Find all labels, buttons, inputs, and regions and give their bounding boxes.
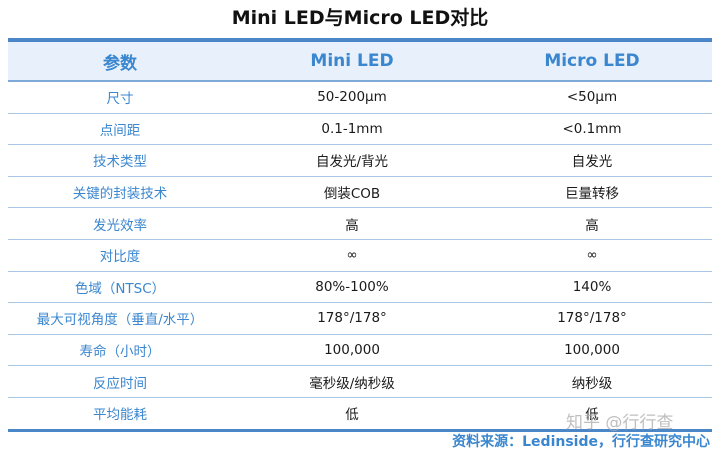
micro-led-cell: 低 bbox=[472, 397, 712, 432]
table-row: 对比度 ∞ ∞ bbox=[8, 239, 712, 272]
table-row: 发光效率 高 高 bbox=[8, 207, 712, 240]
comparison-table: 参数 Mini LED Micro LED 尺寸 50-200μm <50μm … bbox=[8, 38, 712, 432]
table-row: 反应时间 毫秒级/纳秒级 纳秒级 bbox=[8, 365, 712, 398]
micro-led-cell: <0.1mm bbox=[472, 113, 712, 146]
mini-led-cell: 178°/178° bbox=[232, 302, 472, 335]
header-mini-led: Mini LED bbox=[232, 42, 472, 82]
comparison-table-grid: 参数 Mini LED Micro LED 尺寸 50-200μm <50μm … bbox=[8, 42, 712, 432]
mini-led-cell: 高 bbox=[232, 207, 472, 240]
param-cell: 对比度 bbox=[8, 239, 232, 272]
param-cell: 色域（NTSC） bbox=[8, 271, 232, 304]
micro-led-cell: 自发光 bbox=[472, 144, 712, 177]
param-cell: 反应时间 bbox=[8, 365, 232, 398]
mini-led-cell: 0.1-1mm bbox=[232, 113, 472, 146]
mini-led-cell: 毫秒级/纳秒级 bbox=[232, 365, 472, 398]
micro-led-cell: 100,000 bbox=[472, 334, 712, 367]
param-cell: 寿命（小时） bbox=[8, 334, 232, 367]
micro-led-cell: 178°/178° bbox=[472, 302, 712, 335]
header-micro-led: Micro LED bbox=[472, 42, 712, 82]
mini-led-cell: 50-200μm bbox=[232, 81, 472, 114]
param-cell: 最大可视角度（垂直/水平） bbox=[8, 302, 232, 335]
micro-led-cell: 纳秒级 bbox=[472, 365, 712, 398]
mini-led-cell: 100,000 bbox=[232, 334, 472, 367]
source-note: 资料来源：Ledinside，行行查研究中心 bbox=[452, 434, 710, 450]
mini-led-cell: ∞ bbox=[232, 239, 472, 272]
mini-led-cell: 低 bbox=[232, 397, 472, 432]
param-cell: 关键的封装技术 bbox=[8, 176, 232, 209]
param-cell: 平均能耗 bbox=[8, 397, 232, 432]
param-cell: 技术类型 bbox=[8, 144, 232, 177]
table-row: 点间距 0.1-1mm <0.1mm bbox=[8, 113, 712, 146]
param-cell: 发光效率 bbox=[8, 207, 232, 240]
table-row: 色域（NTSC） 80%-100% 140% bbox=[8, 271, 712, 304]
table-row: 关键的封装技术 倒装COB 巨量转移 bbox=[8, 176, 712, 209]
micro-led-cell: <50μm bbox=[472, 81, 712, 114]
header-param: 参数 bbox=[8, 42, 232, 82]
page-title: Mini LED与Micro LED对比 bbox=[231, 7, 489, 29]
micro-led-cell: 巨量转移 bbox=[472, 176, 712, 209]
table-header-row: 参数 Mini LED Micro LED bbox=[8, 42, 712, 82]
mini-led-cell: 倒装COB bbox=[232, 176, 472, 209]
table-row: 寿命（小时） 100,000 100,000 bbox=[8, 334, 712, 367]
mini-led-cell: 80%-100% bbox=[232, 271, 472, 304]
table-row: 技术类型 自发光/背光 自发光 bbox=[8, 144, 712, 177]
micro-led-cell: 140% bbox=[472, 271, 712, 304]
micro-led-cell: 高 bbox=[472, 207, 712, 240]
micro-led-cell: ∞ bbox=[472, 239, 712, 272]
param-cell: 点间距 bbox=[8, 113, 232, 146]
table-row: 尺寸 50-200μm <50μm bbox=[8, 81, 712, 114]
param-cell: 尺寸 bbox=[8, 81, 232, 114]
table-row: 平均能耗 低 低 bbox=[8, 397, 712, 432]
mini-led-cell: 自发光/背光 bbox=[232, 144, 472, 177]
table-row: 最大可视角度（垂直/水平） 178°/178° 178°/178° bbox=[8, 302, 712, 335]
